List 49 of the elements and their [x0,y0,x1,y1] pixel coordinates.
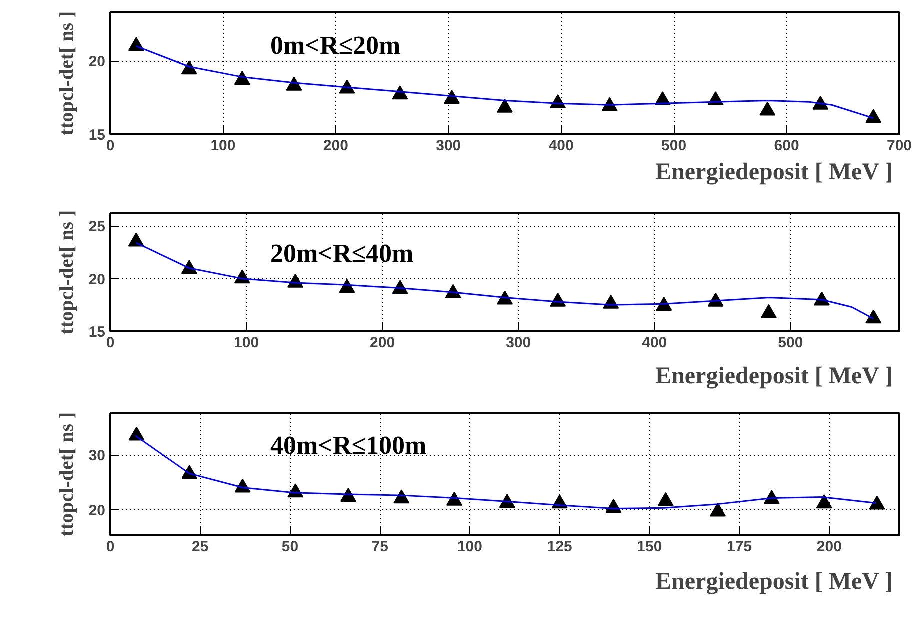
point [286,76,302,91]
x-axis-title: Energiedeposit [ MeV ] [656,160,894,186]
x-tick-label: 0 [106,334,115,352]
x-tick-label: 500 [662,138,687,154]
y-tick-label: 30 [88,448,106,465]
point [866,109,882,124]
y-tick-label: 25 [88,218,106,236]
y-tick-label: 20 [88,271,106,288]
point [658,492,674,506]
y-tick-label: 20 [88,502,106,520]
point [497,98,513,113]
x-tick-label: 150 [637,538,662,556]
x-tick-label: 100 [210,138,236,154]
point [710,502,726,517]
point [866,310,882,324]
x-tick-label: 400 [548,138,574,154]
x-tick-label: 25 [192,538,209,556]
x-tick-label: 400 [642,334,668,352]
x-tick-label: 700 [886,138,912,154]
x-tick-label: 175 [727,538,752,556]
x-tick-label: 300 [506,334,532,352]
text: 40m<R≤100m [270,431,428,460]
x-tick-label: 75 [372,538,388,556]
x-tick-label: 0 [106,538,115,556]
point [760,102,776,116]
x-tick-label: 200 [370,334,396,352]
x-axis-title: Energiedeposit [ MeV ] [656,364,894,390]
y-tick-label: 15 [88,127,106,144]
x-tick-label: 0 [106,138,115,154]
x-tick-label: 500 [778,334,804,352]
x-tick-label: 100 [457,538,482,556]
x-axis-title: Energiedeposit [ MeV ] [656,569,894,595]
x-tick-label: 600 [774,138,800,154]
text: 20m<R≤40m [270,239,414,268]
y-axis-title: ttopcl-det[ ns ] [56,412,78,537]
point [869,496,886,510]
point [760,304,777,318]
point [816,494,832,509]
x-tick-label: 300 [436,138,462,154]
x-tick-label: 200 [816,538,842,556]
y-axis-title: ttopcl-det[ ns ] [56,11,78,136]
x-tick-label: 125 [547,538,572,556]
x-tick-label: 50 [282,538,299,556]
text: 0m<R≤20m [270,31,402,60]
y-axis-title: ttopcl-det[ ns ] [56,210,78,335]
y-tick-label: 20 [88,54,106,71]
x-tick-label: 100 [234,334,260,352]
x-tick-label: 200 [323,138,348,154]
y-tick-label: 15 [88,324,106,341]
